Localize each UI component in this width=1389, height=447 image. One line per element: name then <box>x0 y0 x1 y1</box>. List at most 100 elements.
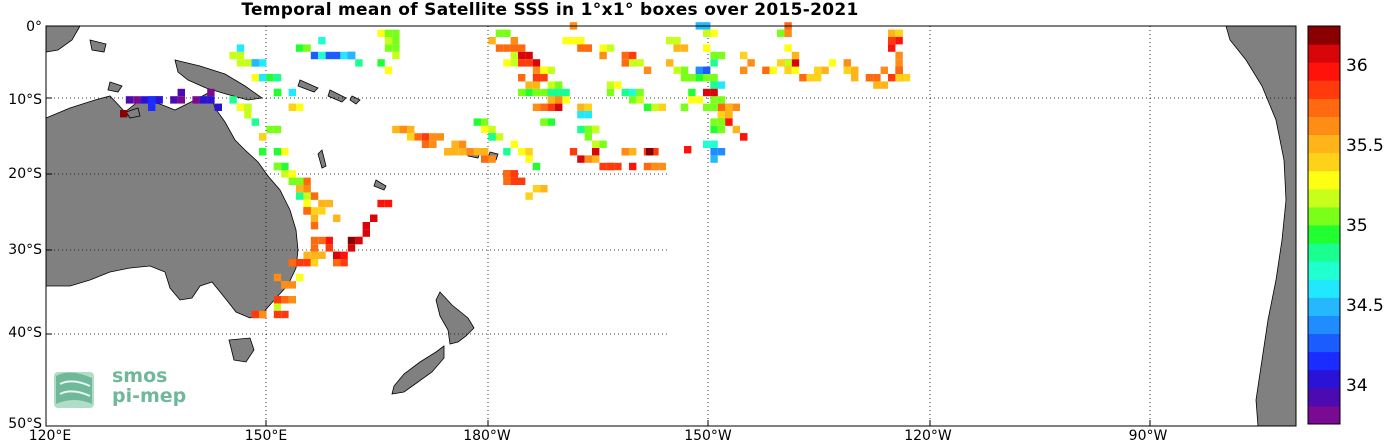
sss-cell <box>340 51 348 60</box>
sss-cell <box>717 51 726 60</box>
sss-cell <box>510 177 518 185</box>
colorbar-segment <box>1308 333 1340 353</box>
sss-cell <box>828 59 837 67</box>
colorbar-segment <box>1308 134 1340 154</box>
logo-text-pi-mep: pi-mep <box>112 385 187 407</box>
sss-cell <box>710 155 718 163</box>
sss-cell <box>577 44 585 52</box>
sss-cell <box>273 273 282 282</box>
sss-cell <box>540 74 548 82</box>
sss-cell <box>799 74 807 82</box>
sss-cell <box>525 51 533 60</box>
sss-cell <box>584 44 592 52</box>
sss-cell <box>592 148 600 156</box>
sss-cell <box>296 44 304 52</box>
sss-cell <box>525 59 533 67</box>
sss-cell <box>303 251 311 259</box>
sss-cell <box>902 74 911 82</box>
sss-cell <box>547 118 555 126</box>
sss-cell <box>244 111 252 119</box>
sss-cell <box>518 177 526 185</box>
sss-cell <box>525 81 533 89</box>
sss-cell <box>288 296 296 304</box>
sss-cell <box>629 148 637 156</box>
sss-cell <box>473 118 481 126</box>
sss-cell <box>273 310 282 319</box>
colorbar-segment <box>1308 225 1340 244</box>
sss-cell <box>259 148 267 156</box>
sss-cell <box>688 88 696 97</box>
colorbar-segment <box>1308 116 1340 136</box>
sss-cell <box>710 118 718 126</box>
colorbar-label-35: 35 <box>1346 216 1368 236</box>
colorbar-label-34-5: 34.5 <box>1346 296 1384 316</box>
sss-cell <box>525 88 533 97</box>
sss-cell <box>584 133 592 141</box>
sss-cell <box>710 29 718 37</box>
sss-cell <box>784 44 792 52</box>
sss-cell <box>251 310 259 319</box>
sss-data-cells <box>120 22 911 319</box>
sss-cell <box>577 103 585 111</box>
sss-cell <box>629 88 637 97</box>
sss-cell <box>784 59 792 67</box>
sss-cell <box>584 125 592 134</box>
lat-label-50s: 50°S <box>8 416 42 432</box>
lat-label-40s: 40°S <box>8 325 42 341</box>
colorbar-segment <box>1308 387 1340 407</box>
map-title: Temporal mean of Satellite SSS in 1°x1° … <box>241 0 859 20</box>
colorbar-label-36: 36 <box>1346 56 1368 76</box>
sss-cell <box>658 103 666 111</box>
sss-cell <box>540 118 548 126</box>
sss-cell <box>851 66 859 74</box>
sss-cell <box>481 155 489 163</box>
sss-cell <box>532 162 541 171</box>
sss-cell <box>392 44 400 52</box>
sss-cell <box>281 281 289 289</box>
sss-cell <box>814 74 822 82</box>
sss-cell <box>643 103 652 111</box>
sss-cell <box>421 133 430 141</box>
sss-cell <box>347 244 356 252</box>
sss-cell <box>710 148 718 156</box>
sss-cell <box>703 66 711 74</box>
colorbar-segment <box>1308 26 1340 45</box>
sss-cell <box>740 66 748 74</box>
sss-cell <box>888 74 896 82</box>
sss-cell <box>488 155 496 163</box>
lon-label-150e: 150°E <box>244 428 288 444</box>
sss-cell <box>362 222 370 230</box>
colorbar-segment <box>1308 351 1340 371</box>
sss-cell <box>281 162 289 171</box>
sss-cell <box>791 51 800 60</box>
sss-cell <box>207 88 215 97</box>
sss-cell <box>392 51 400 60</box>
map-frame <box>45 25 1297 427</box>
sss-cell <box>695 74 703 82</box>
sss-cell <box>318 199 326 208</box>
sss-cell <box>651 103 659 111</box>
new-zealand-north <box>435 291 475 345</box>
sss-cell <box>325 236 333 245</box>
sss-cell <box>251 118 259 126</box>
sss-cell <box>629 96 637 104</box>
sss-cell <box>384 199 393 208</box>
sss-cell <box>621 148 629 156</box>
sss-cell <box>259 74 267 82</box>
sss-cell <box>310 259 319 267</box>
sss-cell <box>503 148 511 156</box>
sss-cell <box>518 44 526 52</box>
sss-cell <box>347 236 356 245</box>
sss-cell <box>547 66 555 74</box>
tasmania <box>228 337 255 363</box>
sss-cell <box>488 133 496 141</box>
sss-cell <box>510 37 518 45</box>
sss-cell <box>525 148 533 156</box>
colorbar-segment <box>1308 98 1340 117</box>
sss-cell <box>510 59 518 67</box>
sss-cell <box>684 146 692 154</box>
sss-cell <box>710 74 718 82</box>
sss-cell <box>510 51 518 60</box>
sss-cell <box>680 74 689 82</box>
sss-cell <box>310 51 319 60</box>
